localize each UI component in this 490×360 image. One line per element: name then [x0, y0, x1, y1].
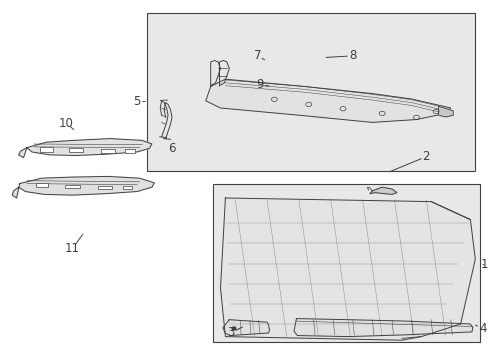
Text: 2: 2: [422, 150, 430, 163]
Polygon shape: [220, 198, 475, 340]
Bar: [122, 186, 132, 189]
Text: 4: 4: [479, 322, 487, 335]
Text: 6: 6: [168, 142, 175, 155]
Bar: [98, 186, 112, 189]
Bar: [36, 184, 48, 188]
Bar: [213, 184, 480, 342]
Polygon shape: [370, 187, 397, 194]
Polygon shape: [19, 139, 152, 158]
Text: 9: 9: [256, 78, 264, 91]
Bar: [69, 148, 83, 152]
Polygon shape: [206, 79, 451, 122]
Polygon shape: [12, 176, 154, 198]
Text: 11: 11: [65, 242, 80, 255]
Text: 7: 7: [253, 49, 261, 62]
Text: 3: 3: [227, 326, 235, 339]
Polygon shape: [439, 106, 453, 117]
Polygon shape: [223, 320, 270, 336]
Text: 5: 5: [133, 95, 141, 108]
Text: 10: 10: [59, 117, 74, 130]
Bar: [125, 149, 135, 153]
Text: 8: 8: [349, 49, 357, 62]
Bar: [101, 149, 115, 153]
Bar: [147, 13, 475, 171]
Bar: [65, 185, 80, 188]
Polygon shape: [294, 319, 473, 337]
Text: 1: 1: [480, 258, 488, 271]
Bar: [40, 147, 53, 152]
